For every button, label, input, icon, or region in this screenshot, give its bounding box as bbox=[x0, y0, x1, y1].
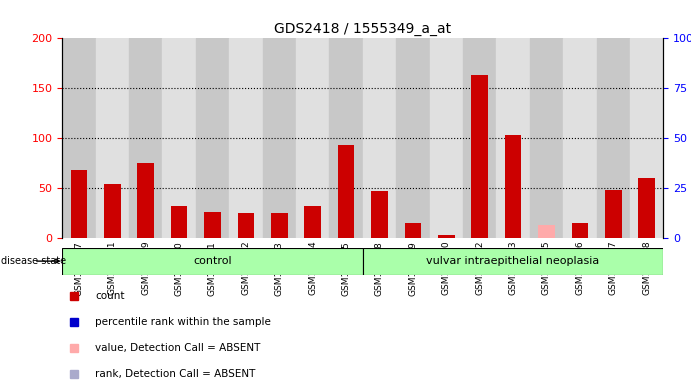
Bar bbox=[338, 145, 354, 238]
Bar bbox=[171, 206, 187, 238]
Text: vulvar intraepithelial neoplasia: vulvar intraepithelial neoplasia bbox=[426, 256, 600, 266]
Bar bbox=[62, 248, 363, 275]
Bar bbox=[463, 38, 496, 238]
Bar bbox=[396, 38, 430, 238]
Text: percentile rank within the sample: percentile rank within the sample bbox=[95, 317, 271, 327]
Bar bbox=[530, 38, 563, 238]
Bar bbox=[404, 223, 422, 238]
Bar bbox=[263, 38, 296, 238]
Bar bbox=[129, 38, 162, 238]
Bar bbox=[596, 38, 630, 238]
Bar bbox=[363, 248, 663, 275]
Bar bbox=[204, 212, 221, 238]
Bar bbox=[138, 163, 154, 238]
Bar bbox=[363, 38, 396, 238]
Bar bbox=[296, 38, 330, 238]
Bar bbox=[563, 38, 596, 238]
Bar bbox=[471, 75, 488, 238]
Bar bbox=[430, 38, 463, 238]
Bar bbox=[638, 178, 655, 238]
Bar bbox=[104, 184, 121, 238]
Text: value, Detection Call = ABSENT: value, Detection Call = ABSENT bbox=[95, 343, 261, 353]
Bar bbox=[538, 225, 555, 238]
Text: control: control bbox=[193, 256, 231, 266]
Bar bbox=[162, 38, 196, 238]
Bar bbox=[496, 38, 530, 238]
Bar bbox=[438, 235, 455, 238]
Bar bbox=[571, 223, 588, 238]
Bar bbox=[605, 190, 622, 238]
Bar bbox=[70, 170, 87, 238]
Bar bbox=[504, 135, 522, 238]
Bar bbox=[271, 213, 287, 238]
Bar bbox=[62, 38, 95, 238]
Bar bbox=[95, 38, 129, 238]
Text: count: count bbox=[95, 291, 125, 301]
Bar bbox=[304, 206, 321, 238]
Bar bbox=[229, 38, 263, 238]
Title: GDS2418 / 1555349_a_at: GDS2418 / 1555349_a_at bbox=[274, 22, 451, 36]
Bar bbox=[330, 38, 363, 238]
Bar bbox=[371, 191, 388, 238]
Text: rank, Detection Call = ABSENT: rank, Detection Call = ABSENT bbox=[95, 369, 256, 379]
Bar bbox=[196, 38, 229, 238]
Bar bbox=[238, 213, 254, 238]
Text: disease state: disease state bbox=[1, 256, 66, 266]
Bar bbox=[630, 38, 663, 238]
